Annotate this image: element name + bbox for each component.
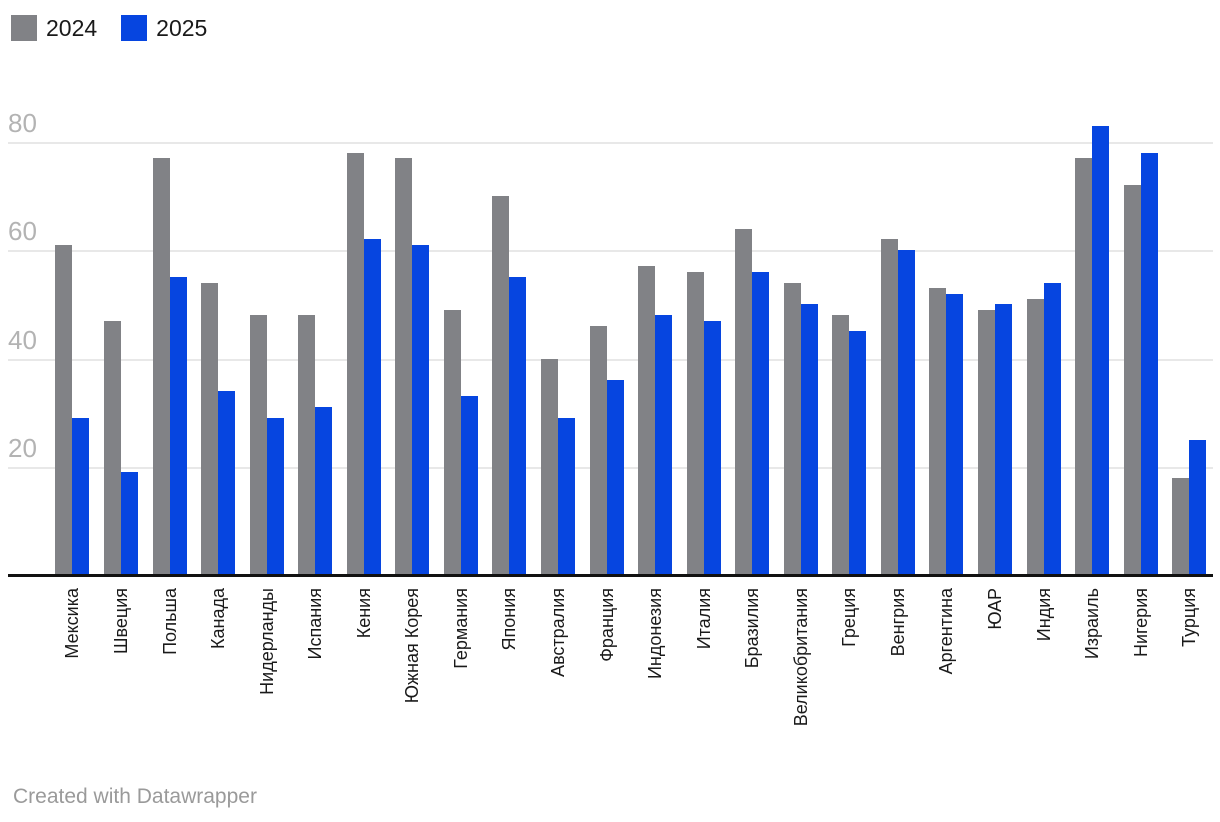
legend-item-2025: 2025 <box>121 15 207 41</box>
bar-2024-2[interactable] <box>152 158 170 575</box>
x-axis-label-4: Нидерланды <box>256 588 277 695</box>
bar-2025-8[interactable] <box>460 396 478 575</box>
bar-2025-19[interactable] <box>995 304 1013 575</box>
bar-2025-20[interactable] <box>1043 282 1061 575</box>
bar-2025-17[interactable] <box>897 250 915 575</box>
datawrapper-credit: Created with Datawrapper <box>13 785 257 808</box>
bar-2025-13[interactable] <box>703 320 721 575</box>
bar-2025-4[interactable] <box>266 418 284 575</box>
bar-2025-15[interactable] <box>800 304 818 575</box>
bar-2024-16[interactable] <box>832 315 850 575</box>
x-axis-label-3: Канада <box>208 588 229 649</box>
bar-2025-23[interactable] <box>1189 439 1207 575</box>
bar-2024-19[interactable] <box>978 309 996 575</box>
bar-2024-17[interactable] <box>880 239 898 575</box>
bar-2024-5[interactable] <box>298 315 316 575</box>
bar-2025-10[interactable] <box>558 418 575 575</box>
legend-label-2024: 2024 <box>46 15 98 41</box>
x-axis-label-9: Япония <box>499 588 520 651</box>
gridline-80 <box>8 142 1213 144</box>
x-axis-label-2: Польша <box>159 588 180 655</box>
bar-2025-21[interactable] <box>1092 125 1110 575</box>
bar-2025-2[interactable] <box>169 277 187 575</box>
x-axis-label-20: Индия <box>1033 588 1054 642</box>
bar-2025-12[interactable] <box>655 315 673 575</box>
x-axis-label-13: Италия <box>693 588 714 650</box>
y-axis-tick-label-80: 80 <box>8 108 37 138</box>
bar-2024-8[interactable] <box>443 309 461 575</box>
bar-2024-0[interactable] <box>55 244 73 575</box>
bar-2025-9[interactable] <box>509 277 527 575</box>
bar-2025-0[interactable] <box>72 418 90 575</box>
x-axis-label-10: Австралия <box>548 588 568 677</box>
bar-2024-15[interactable] <box>783 282 801 575</box>
x-axis-label-6: Кения <box>353 588 374 639</box>
legend-label-2025: 2025 <box>156 15 208 41</box>
bar-2024-12[interactable] <box>638 266 656 575</box>
x-axis-label-19: ЮАР <box>985 588 1006 630</box>
x-axis-label-15: Великобритания <box>790 588 811 727</box>
bar-2024-1[interactable] <box>103 320 121 575</box>
x-axis-label-8: Германия <box>450 588 471 669</box>
bar-2025-18[interactable] <box>946 293 964 575</box>
bar-2024-23[interactable] <box>1172 477 1190 575</box>
x-axis-label-16: Греция <box>839 588 860 647</box>
x-axis-label-23: Турция <box>1179 588 1200 647</box>
y-axis-tick-label-20: 20 <box>8 432 37 463</box>
bar-2024-9[interactable] <box>492 196 510 575</box>
y-axis-tick-label-40: 40 <box>8 324 37 355</box>
x-axis-label-7: Южная Корея <box>402 588 423 704</box>
bar-2024-22[interactable] <box>1123 185 1141 575</box>
bar-2025-1[interactable] <box>120 472 138 575</box>
bar-2024-20[interactable] <box>1026 298 1044 575</box>
x-axis-label-0: Мексика <box>62 588 83 659</box>
bar-2025-6[interactable] <box>363 239 381 575</box>
x-axis-label-11: Франция <box>596 588 617 662</box>
y-axis-tick-label-60: 60 <box>8 216 37 247</box>
gridline-40 <box>8 358 1213 361</box>
gridline-60 <box>8 250 1213 253</box>
bar-2024-3[interactable] <box>201 282 219 575</box>
bar-2024-14[interactable] <box>735 228 753 575</box>
bar-2025-14[interactable] <box>752 271 770 575</box>
legend-swatch-2024 <box>11 15 37 41</box>
x-axis-label-18: Аргентина <box>936 588 957 675</box>
bar-2024-7[interactable] <box>395 158 413 575</box>
x-axis-line <box>8 574 1213 577</box>
legend-swatch-2025 <box>121 15 148 41</box>
x-axis-label-12: Индонезия <box>645 588 666 680</box>
x-axis-label-5: Испания <box>305 588 326 660</box>
bar-2024-13[interactable] <box>686 271 704 575</box>
bar-2024-21[interactable] <box>1075 158 1093 575</box>
bar-2024-11[interactable] <box>589 326 607 575</box>
x-axis-label-22: Нигерия <box>1130 588 1151 658</box>
x-axis-label-14: Бразилия <box>742 588 763 669</box>
bar-2025-16[interactable] <box>849 331 867 575</box>
bar-2025-22[interactable] <box>1140 152 1158 575</box>
bar-2024-18[interactable] <box>929 288 947 575</box>
bar-2024-10[interactable] <box>541 358 558 575</box>
bar-2024-4[interactable] <box>249 315 267 575</box>
x-axis-label-1: Швеция <box>110 588 131 654</box>
bar-2025-3[interactable] <box>218 390 236 575</box>
bar-2024-6[interactable] <box>346 152 364 575</box>
bar-2025-5[interactable] <box>315 407 333 575</box>
x-axis-label-17: Венгрия <box>887 588 908 657</box>
bar-2025-11[interactable] <box>606 380 624 575</box>
bar-2025-7[interactable] <box>412 244 430 575</box>
legend: 2024 2025 <box>11 15 207 41</box>
x-axis-label-21: Израиль <box>1082 588 1103 660</box>
legend-item-2024: 2024 <box>11 15 97 41</box>
